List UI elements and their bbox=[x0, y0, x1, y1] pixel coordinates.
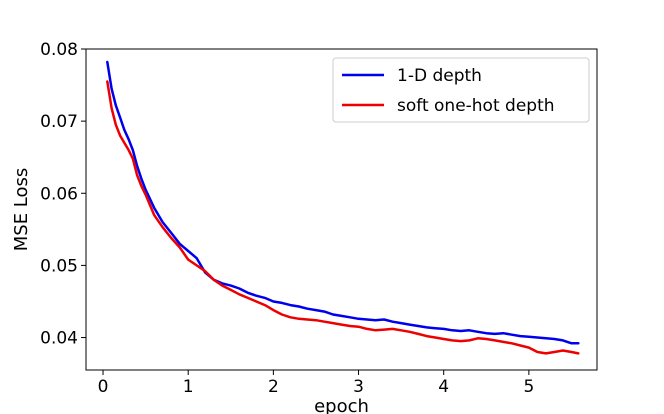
x-tick-label: 0 bbox=[98, 377, 109, 397]
y-axis-label: MSE Loss bbox=[11, 168, 32, 252]
y-tick-label: 0.06 bbox=[40, 184, 78, 204]
x-tick-label: 5 bbox=[523, 377, 534, 397]
y-tick-label: 0.05 bbox=[40, 256, 78, 276]
x-axis-label: epoch bbox=[314, 396, 369, 414]
legend-box bbox=[332, 57, 590, 123]
y-tick-label: 0.04 bbox=[40, 329, 78, 349]
series-line-soft-one-hot-depth bbox=[106, 80, 580, 355]
legend-label-soft-one-hot-depth: soft one-hot depth bbox=[397, 96, 555, 116]
x-tick-label: 3 bbox=[353, 377, 364, 397]
x-tick-label: 4 bbox=[438, 377, 449, 397]
plot-frame bbox=[85, 48, 598, 371]
legend: 1-D depth soft one-hot depth bbox=[332, 57, 590, 123]
series-layer bbox=[106, 60, 580, 355]
y-tick-label: 0.08 bbox=[40, 40, 78, 60]
series-line-1d-depth bbox=[106, 60, 580, 345]
y-tick-label: 0.07 bbox=[40, 112, 78, 132]
x-tick-label: 2 bbox=[268, 377, 279, 397]
legend-label-1d-depth: 1-D depth bbox=[397, 66, 482, 86]
x-tick-label: 1 bbox=[183, 377, 194, 397]
ticks-layer: 0 1 2 3 4 5 0.04 0.05 0.06 0.07 0.08 bbox=[40, 40, 534, 397]
